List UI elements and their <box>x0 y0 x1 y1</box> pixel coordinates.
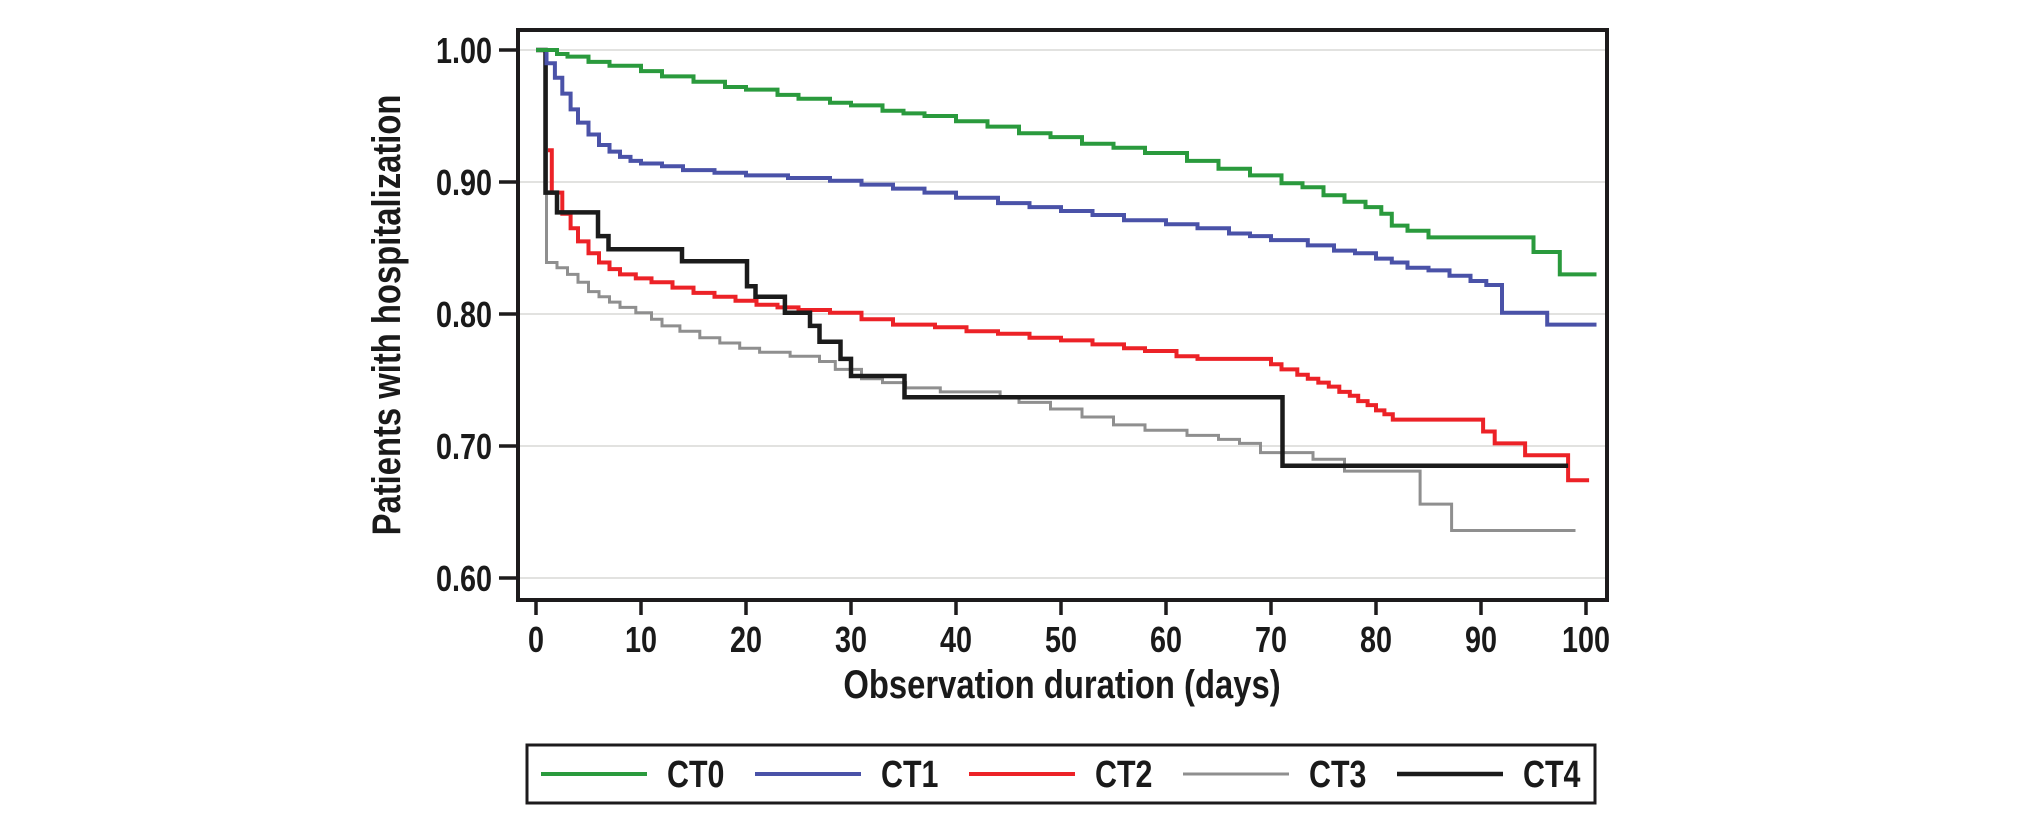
y-tick-label: 0.90 <box>436 162 492 203</box>
legend-item-ct4: CT4 <box>1397 754 1580 796</box>
series-line-ct0 <box>536 48 1597 277</box>
legend-label-ct3: CT3 <box>1309 754 1366 796</box>
legend-label-ct4: CT4 <box>1523 754 1580 796</box>
x-tick-label: 80 <box>1360 619 1392 660</box>
x-tick-label: 70 <box>1255 619 1287 660</box>
series-line-ct3 <box>544 48 1576 532</box>
x-axis-title: Observation duration (days) <box>843 662 1280 707</box>
x-tick-label: 0 <box>528 619 544 660</box>
legend-label-ct2: CT2 <box>1095 754 1152 796</box>
legend-item-ct0: CT0 <box>541 754 724 796</box>
series-line-ct2 <box>544 148 1590 483</box>
x-tick-label: 100 <box>1562 619 1610 660</box>
x-tick-label: 20 <box>730 619 762 660</box>
series-curves <box>536 47 1597 532</box>
x-tick-label: 50 <box>1045 619 1077 660</box>
legend: CT0 CT1 CT2 CT3 CT4 <box>525 743 1597 805</box>
y-tick-label: 0.60 <box>436 558 492 599</box>
x-tick-label: 90 <box>1465 619 1497 660</box>
x-tick-label: 60 <box>1150 619 1182 660</box>
y-axis-title: Patients with hospitalization <box>364 95 409 536</box>
series-line-ct4 <box>536 47 1569 469</box>
legend-item-ct2: CT2 <box>969 754 1152 796</box>
axis-tick-labels: 1.00 0.90 0.80 0.70 0.60 0 10 20 30 40 50 60 70 80 90 1… <box>436 30 1610 660</box>
legend-item-ct1: CT1 <box>755 754 938 796</box>
legend-label-ct1: CT1 <box>881 754 938 796</box>
x-tick-label: 30 <box>835 619 867 660</box>
legend-item-ct3: CT3 <box>1183 754 1366 796</box>
x-tick-label: 10 <box>625 619 657 660</box>
x-tick-label: 40 <box>940 619 972 660</box>
y-tick-label: 0.70 <box>436 426 492 467</box>
axis-ticks <box>499 48 1588 615</box>
y-tick-label: 0.80 <box>436 294 492 335</box>
gridlines <box>518 49 1607 579</box>
legend-label-ct0: CT0 <box>667 754 724 796</box>
y-tick-label: 1.00 <box>436 30 492 71</box>
series-line-ct1 <box>544 48 1597 327</box>
